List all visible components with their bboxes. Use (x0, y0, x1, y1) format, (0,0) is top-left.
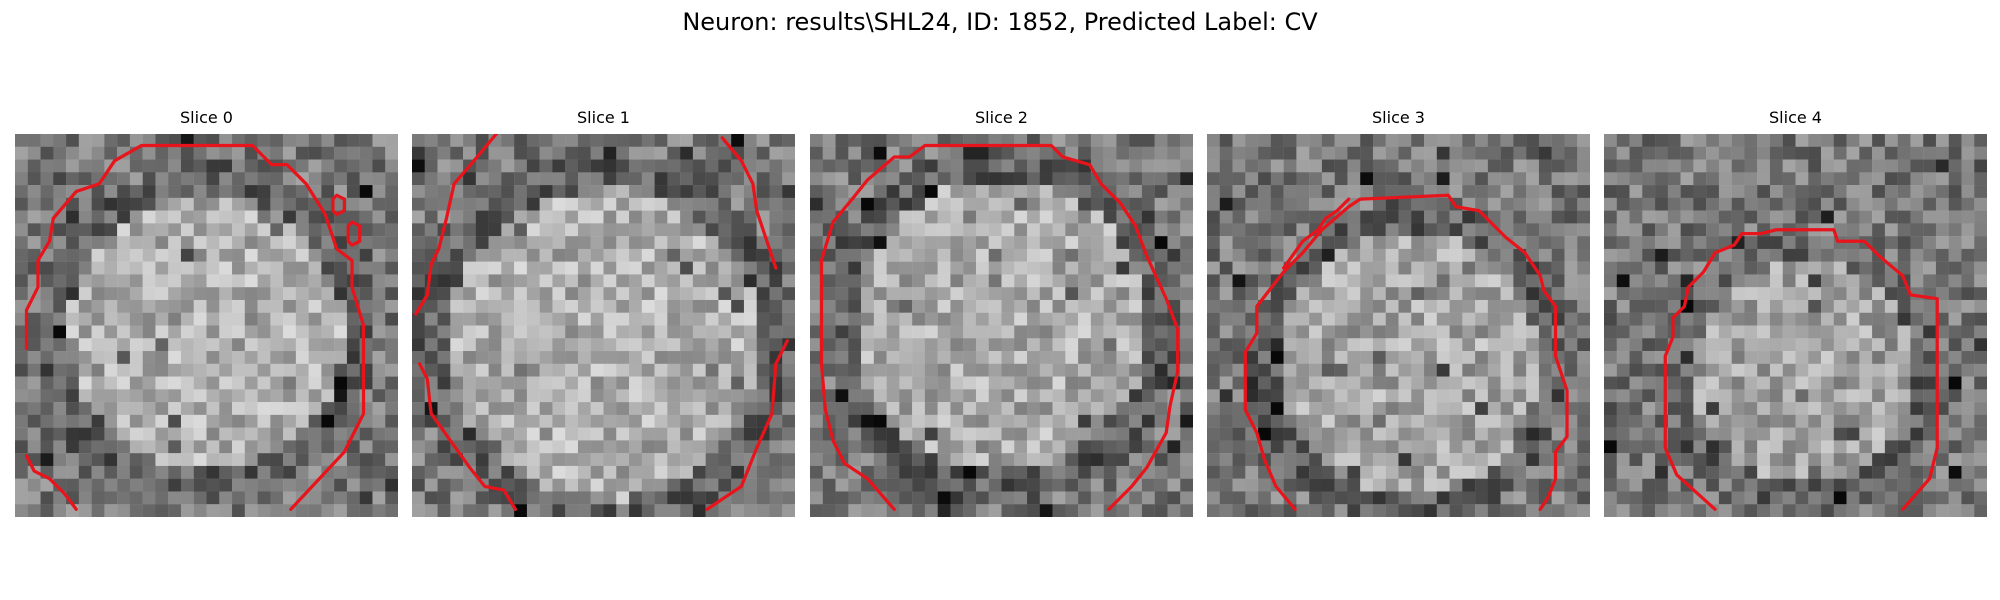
slice-image (15, 134, 398, 517)
slice-title: Slice 1 (577, 108, 630, 127)
slice-panel-4: Slice 4 (1604, 108, 1987, 517)
slice-title: Slice 4 (1769, 108, 1822, 127)
segmentation-contour (24, 143, 366, 511)
slice-panel-1: Slice 1 (412, 108, 795, 517)
slice-title: Slice 0 (180, 108, 233, 127)
segmentation-contour (819, 143, 1180, 511)
figure-title: Neuron: results\SHL24, ID: 1852, Predict… (682, 8, 1318, 36)
slice-image (810, 134, 1193, 517)
slice-title: Slice 2 (975, 108, 1028, 127)
slice-title: Slice 3 (1372, 108, 1425, 127)
slice-panel-3: Slice 3 (1207, 108, 1590, 517)
segmentation-contour (1663, 228, 1939, 511)
slice-panel-2: Slice 2 (810, 108, 1193, 517)
slice-image (1207, 134, 1590, 517)
segmentation-contour (1243, 193, 1569, 511)
slice-image (1604, 134, 1987, 517)
slice-panel-0: Slice 0 (15, 108, 398, 517)
slice-image (412, 134, 795, 517)
segmentation-contour (414, 134, 789, 511)
